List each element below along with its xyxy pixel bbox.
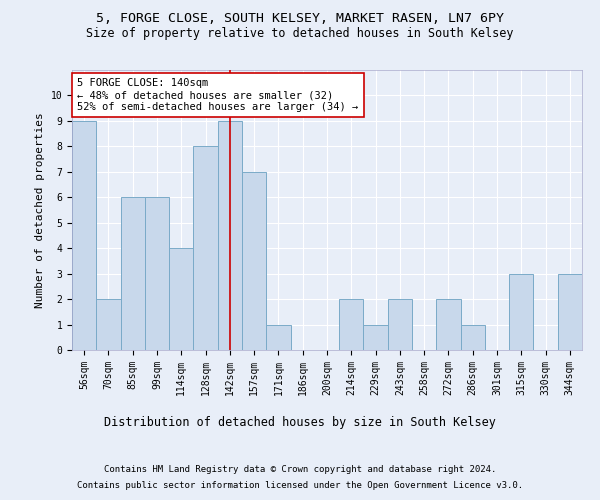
Bar	[145, 198, 169, 350]
Text: Distribution of detached houses by size in South Kelsey: Distribution of detached houses by size …	[104, 416, 496, 429]
Bar	[339, 299, 364, 350]
Bar	[121, 198, 145, 350]
Bar	[436, 299, 461, 350]
Text: 5 FORGE CLOSE: 140sqm
← 48% of detached houses are smaller (32)
52% of semi-deta: 5 FORGE CLOSE: 140sqm ← 48% of detached …	[77, 78, 358, 112]
Bar	[364, 324, 388, 350]
Bar	[96, 299, 121, 350]
Bar	[72, 121, 96, 350]
Bar	[169, 248, 193, 350]
Bar	[193, 146, 218, 350]
Bar	[509, 274, 533, 350]
Text: 5, FORGE CLOSE, SOUTH KELSEY, MARKET RASEN, LN7 6PY: 5, FORGE CLOSE, SOUTH KELSEY, MARKET RAS…	[96, 12, 504, 26]
Bar	[558, 274, 582, 350]
Text: Contains HM Land Registry data © Crown copyright and database right 2024.: Contains HM Land Registry data © Crown c…	[104, 466, 496, 474]
Bar	[218, 121, 242, 350]
Bar	[242, 172, 266, 350]
Bar	[388, 299, 412, 350]
Y-axis label: Number of detached properties: Number of detached properties	[35, 112, 45, 308]
Bar	[266, 324, 290, 350]
Text: Contains public sector information licensed under the Open Government Licence v3: Contains public sector information licen…	[77, 480, 523, 490]
Text: Size of property relative to detached houses in South Kelsey: Size of property relative to detached ho…	[86, 28, 514, 40]
Bar	[461, 324, 485, 350]
